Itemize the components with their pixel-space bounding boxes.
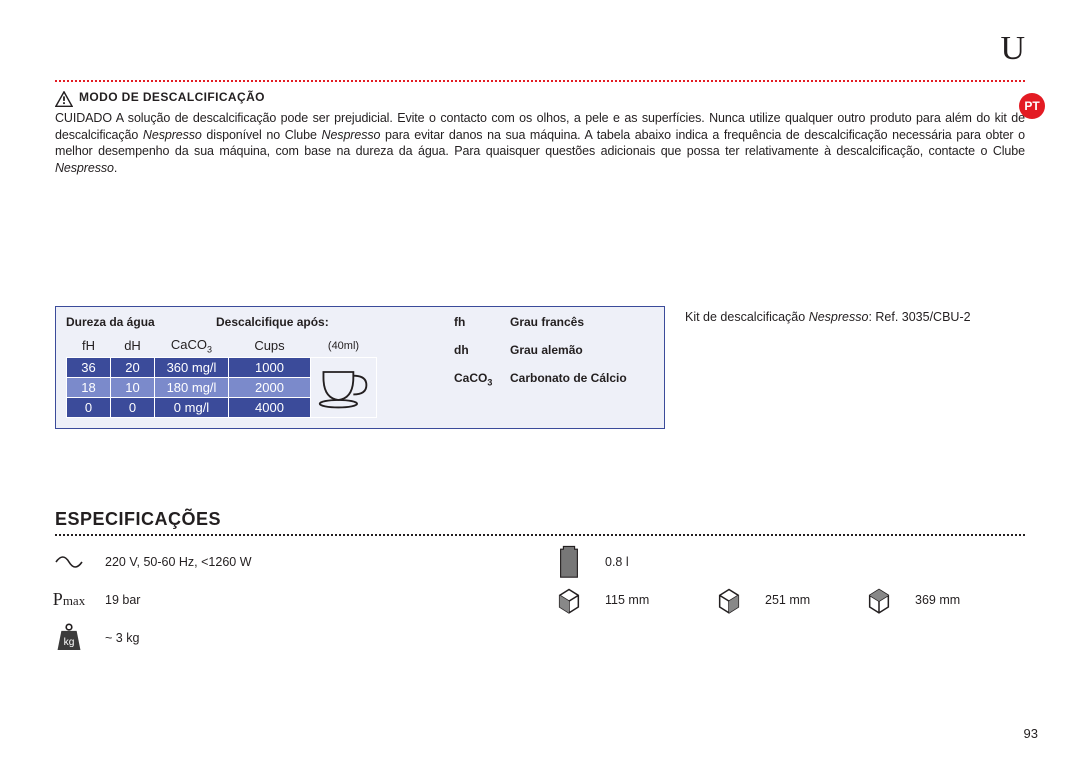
table-cell: 20 (111, 357, 155, 377)
col-dh: dH (111, 335, 155, 357)
legend-key-fh: fh (454, 315, 510, 329)
pressure-icon: Pmax (55, 588, 83, 612)
brand-name: Nespresso (322, 128, 381, 142)
brand-name: Nespresso (55, 161, 114, 175)
depth-icon (715, 588, 743, 612)
spec-capacity: 0.8 l (605, 555, 705, 569)
table-cell: 10 (111, 377, 155, 397)
spec-pressure: 19 bar (105, 593, 545, 607)
descaling-text-part: . (114, 161, 117, 175)
legend-val-caco3: Carbonato de Cálcio (510, 371, 627, 387)
descaling-text: CUIDADO A solução de descalcificação pod… (55, 110, 1025, 176)
table-cell: 1000 (229, 357, 311, 377)
warning-icon (55, 91, 73, 107)
table-cell: 0 (67, 397, 111, 417)
power-icon (55, 550, 83, 574)
descaling-text-part: disponível no Clube (202, 128, 322, 142)
legend-key-caco3: CaCO3 (454, 371, 510, 387)
height-icon (865, 588, 893, 612)
spec-depth: 251 mm (765, 593, 855, 607)
legend-val-dh: Grau alemão (510, 343, 583, 357)
hardness-box: Dureza da água Descalcifique após: fH dH… (55, 306, 665, 429)
divider-black (55, 534, 1025, 536)
table-cell: 18 (67, 377, 111, 397)
table-cell: 4000 (229, 397, 311, 417)
cup-icon-cell (311, 357, 377, 417)
hardness-table: fH dH CaCO3 Cups (40ml) 3620360 mg/l1000… (66, 335, 377, 418)
page-number: 93 (1024, 726, 1038, 741)
col-fh: fH (67, 335, 111, 357)
col-cups: Cups (229, 335, 311, 357)
svg-text:kg: kg (64, 637, 75, 648)
specs-title: ESPECIFICAÇÕES (55, 509, 1025, 530)
cup-icon (316, 362, 372, 410)
language-badge: PT (1019, 93, 1045, 119)
spec-weight: ~ 3 kg (105, 631, 545, 645)
model-logo: U (1000, 30, 1025, 68)
col-caco3: CaCO3 (155, 335, 229, 357)
divider-red (55, 80, 1025, 82)
spec-height: 369 mm (915, 593, 1005, 607)
width-icon (555, 588, 583, 612)
brand-name: Nespresso (143, 128, 202, 142)
hardness-header-left: Dureza da água (66, 315, 216, 329)
spec-power: 220 V, 50-60 Hz, <1260 W (105, 555, 545, 569)
weight-icon: kg (55, 626, 83, 650)
table-cell: 2000 (229, 377, 311, 397)
specs-grid: 220 V, 50-60 Hz, <1260 W 0.8 l Pmax 19 b… (55, 550, 1025, 650)
spec-width: 115 mm (605, 593, 705, 607)
kit-text: Kit de descalcificação Nespresso: Ref. 3… (685, 310, 971, 324)
legend-key-dh: dh (454, 343, 510, 357)
table-cell: 360 mg/l (155, 357, 229, 377)
table-cell: 0 mg/l (155, 397, 229, 417)
hardness-header-right: Descalcifique após: (216, 315, 329, 329)
table-cell: 180 mg/l (155, 377, 229, 397)
legend-val-fh: Grau francês (510, 315, 584, 329)
table-row: 3620360 mg/l1000 (67, 357, 377, 377)
descaling-title: MODO DE DESCALCIFICAÇÃO (79, 90, 265, 104)
col-cup-size: (40ml) (311, 335, 377, 357)
hardness-legend: fh Grau francês dh Grau alemão CaCO3 Car… (454, 315, 654, 418)
table-cell: 0 (111, 397, 155, 417)
table-cell: 36 (67, 357, 111, 377)
capacity-icon (555, 550, 583, 574)
